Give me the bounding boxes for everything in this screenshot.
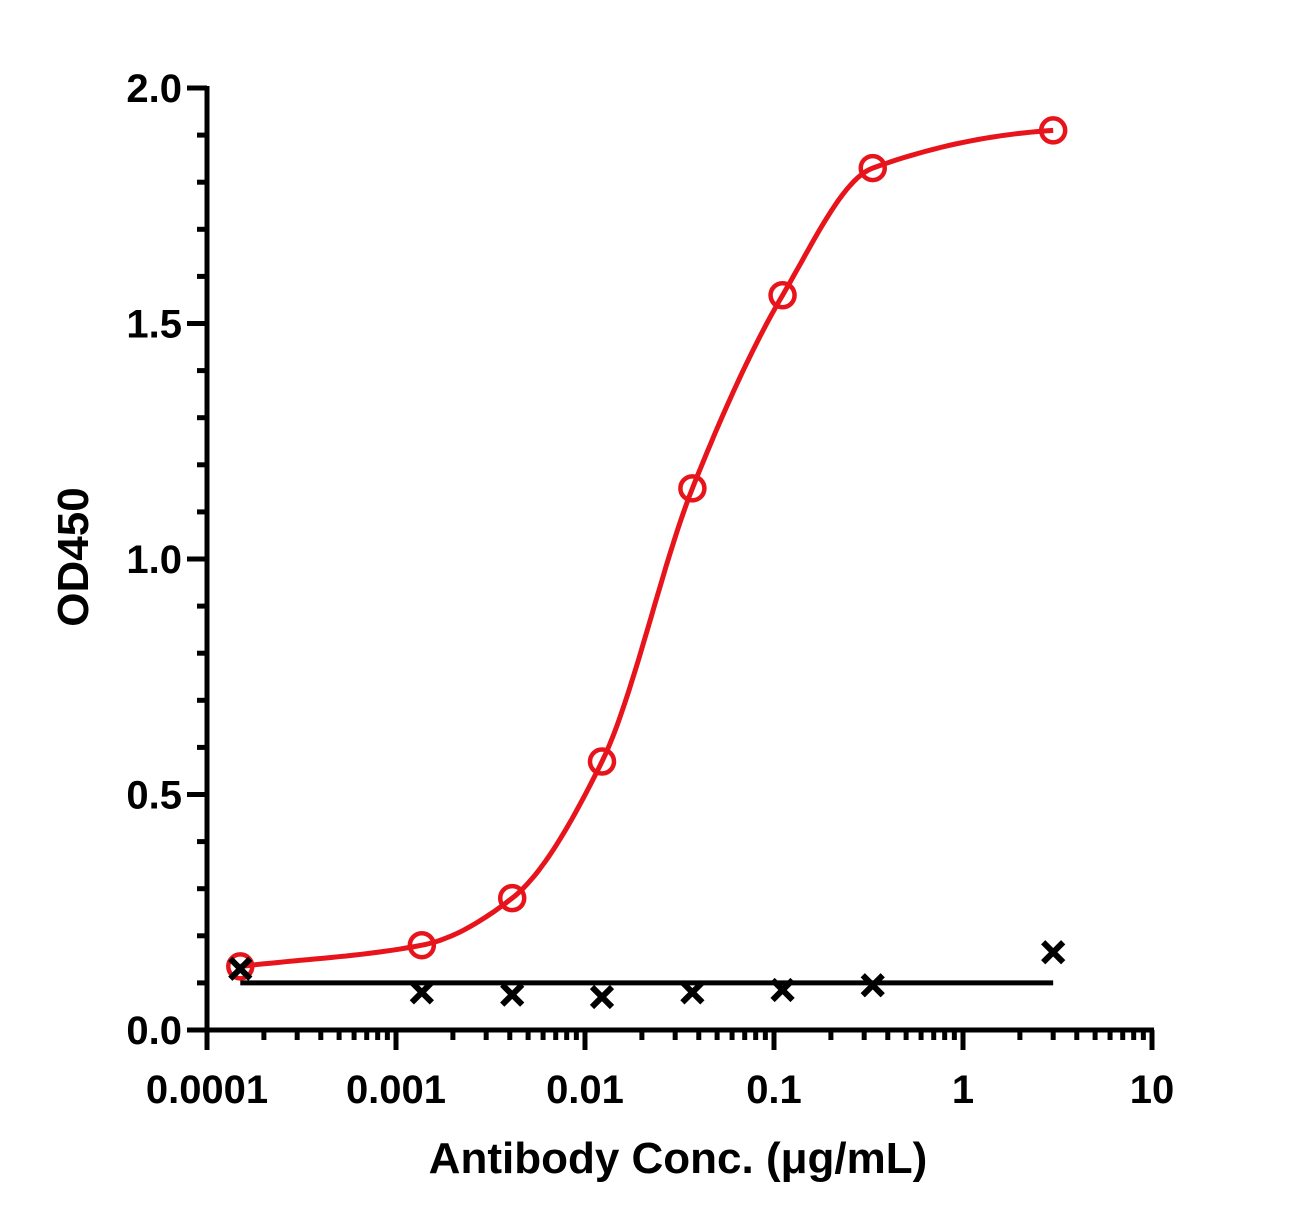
y-tick-label: 2.0 [126, 67, 182, 111]
y-tick-label: 1.0 [126, 538, 182, 582]
x-tick-label: 0.0001 [146, 1068, 268, 1112]
x-tick-label: 0.001 [346, 1068, 446, 1112]
data-point-series-2 [409, 980, 434, 1005]
fit-curve-series-1 [240, 127, 1054, 969]
x-tick-label: 10 [1130, 1068, 1175, 1112]
data-point-series-1 [1038, 116, 1068, 145]
axes [187, 85, 1155, 1050]
y-axis-title: OD450 [49, 487, 98, 626]
data-point-series-1 [497, 883, 527, 913]
y-tick-label: 0.5 [126, 774, 182, 818]
data-point-series-1 [226, 952, 255, 981]
x-tick-label: 1 [952, 1068, 974, 1112]
data-point-series-2 [1041, 940, 1066, 965]
x-tick-label: 0.1 [746, 1068, 802, 1112]
y-tick-label: 0.0 [126, 1009, 182, 1053]
data-point-series-2 [589, 984, 615, 1010]
data-point-series-1 [407, 930, 437, 960]
tick-labels: 0.0 0.5 1.0 1.5 2.0 0.0001 0.001 0.01 0.1 1 10 [126, 67, 1174, 1112]
data-point-series-1 [587, 747, 617, 776]
fit-curves [240, 127, 1054, 986]
data-point-series-2 [500, 982, 525, 1007]
data-point-series-2 [860, 973, 885, 998]
data-point-series-1 [768, 280, 797, 310]
data-point-series-2 [680, 980, 705, 1005]
data-markers [226, 116, 1068, 1010]
y-tick-label: 1.5 [126, 303, 182, 347]
x-axis-title: Antibody Conc. (μg/mL) [429, 1134, 928, 1183]
data-point-series-1 [858, 153, 887, 183]
data-point-series-2 [770, 977, 795, 1003]
data-point-series-1 [678, 474, 707, 503]
x-tick-label: 0.01 [546, 1068, 624, 1112]
data-point-series-2 [228, 956, 253, 981]
